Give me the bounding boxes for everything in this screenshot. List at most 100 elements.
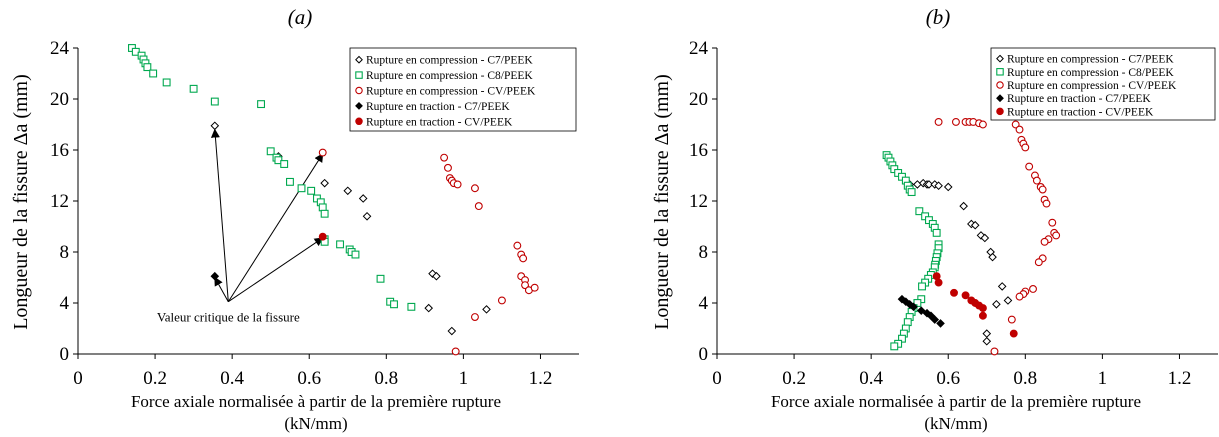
data-point: [318, 148, 327, 157]
data-point: [407, 302, 416, 311]
data-point: [961, 291, 970, 300]
panel-label: (a): [288, 5, 313, 29]
x-tick-label: 0.8: [374, 368, 398, 389]
data-point: [978, 120, 987, 129]
data-point: [1007, 315, 1016, 324]
data-point: [1052, 231, 1061, 240]
chart-panel-a: (a) Longueur de la fissure Δa (mm) Force…: [10, 5, 579, 433]
x-axis-title: Force axiale normalisée à partir de la p…: [771, 392, 1141, 411]
data-point: [470, 313, 479, 321]
data-point: [978, 304, 987, 313]
data-point: [521, 281, 529, 290]
data-point: [922, 308, 932, 318]
data-point: [428, 269, 437, 278]
data-point: [1003, 296, 1013, 305]
annotation-arrow: [214, 276, 229, 302]
data-point: [447, 326, 457, 336]
data-point: [916, 306, 926, 315]
data-point: [470, 184, 479, 193]
data-point: [982, 329, 992, 338]
data-point: [1015, 125, 1024, 134]
y-tick-label: 16: [689, 140, 708, 161]
data-point: [210, 97, 219, 106]
x-axis-unit: (kN/mm): [284, 414, 347, 433]
data-point: [897, 294, 907, 304]
data-point: [318, 203, 327, 212]
data-point: [513, 241, 522, 250]
chart-panel-b: (b) Longueur de la fissure Δa (mm) Force…: [651, 5, 1218, 433]
legend-marker: [355, 71, 363, 79]
data-point: [932, 272, 941, 281]
x-tick-label: 1.2: [1168, 368, 1192, 389]
data-point: [924, 180, 934, 189]
data-point: [1029, 285, 1037, 293]
y-tick-label: 4: [699, 293, 709, 314]
annotation-text: Valeur critique de la fissure: [157, 310, 300, 325]
legend-marker: [996, 81, 1004, 89]
data-point: [1032, 176, 1041, 185]
data-point: [320, 209, 329, 218]
legend: Rupture en compression - C7/PEEKRupture …: [349, 47, 577, 132]
data-point: [890, 342, 899, 351]
data-point: [990, 347, 999, 356]
x-tick-label: 0.4: [220, 368, 244, 389]
x-tick-label: 0.6: [936, 368, 960, 389]
x-axis-title: Force axiale normalisée à partir de la p…: [131, 392, 501, 411]
data-point: [980, 233, 990, 243]
x-axis-unit: (kN/mm): [924, 414, 987, 433]
annotation-arrow: [228, 237, 324, 303]
data-point: [343, 186, 353, 196]
legend-marker: [355, 117, 363, 126]
series-3: [897, 294, 945, 328]
data-point: [451, 347, 460, 356]
data-point: [915, 207, 924, 216]
data-point: [530, 283, 539, 292]
data-point: [936, 319, 945, 328]
data-point: [934, 278, 943, 287]
data-point: [1034, 258, 1043, 267]
data-point: [424, 303, 434, 313]
data-point: [930, 315, 940, 324]
x-tick-label: 0.8: [1013, 368, 1037, 389]
data-point: [362, 211, 372, 221]
data-point: [1025, 162, 1034, 171]
x-tick-label: 1: [459, 368, 469, 389]
legend-marker: [355, 101, 363, 110]
data-point: [280, 160, 289, 168]
legend: Rupture en compression - C7/PEEKRupture …: [990, 47, 1216, 121]
y-tick-label: 12: [50, 191, 69, 212]
series-4: [932, 272, 1018, 338]
series-0: [905, 178, 1013, 346]
y-axis-title: Longueur de la fissure Δa (mm): [651, 74, 673, 330]
data-point: [1040, 237, 1049, 246]
data-point: [497, 296, 506, 305]
panel-label: (b): [926, 5, 951, 29]
data-point: [519, 254, 528, 263]
data-point: [162, 78, 171, 87]
y-tick-label: 20: [689, 89, 708, 110]
data-point: [143, 63, 152, 72]
y-tick-label: 0: [60, 344, 70, 365]
data-point: [992, 299, 1001, 309]
data-point: [257, 100, 266, 109]
x-tick-label: 1.2: [529, 368, 553, 389]
y-tick-label: 12: [689, 191, 708, 212]
legend-box: [990, 47, 1216, 121]
series-4: [318, 232, 327, 241]
data-point: [918, 282, 926, 291]
data-point: [474, 202, 483, 211]
legend-marker: [996, 107, 1004, 116]
x-tick-label: 0: [73, 368, 83, 389]
data-point: [440, 153, 449, 162]
data-point: [909, 302, 918, 312]
data-point: [432, 271, 441, 281]
legend-label: Rupture en compression - CV/PEEK: [366, 86, 536, 98]
legend-marker: [996, 54, 1004, 63]
data-point: [297, 184, 306, 193]
data-point: [444, 163, 452, 172]
y-tick-label: 8: [699, 242, 709, 263]
y-tick-label: 8: [60, 242, 70, 263]
data-point: [351, 250, 360, 259]
data-point: [934, 181, 943, 191]
data-point: [932, 228, 941, 237]
